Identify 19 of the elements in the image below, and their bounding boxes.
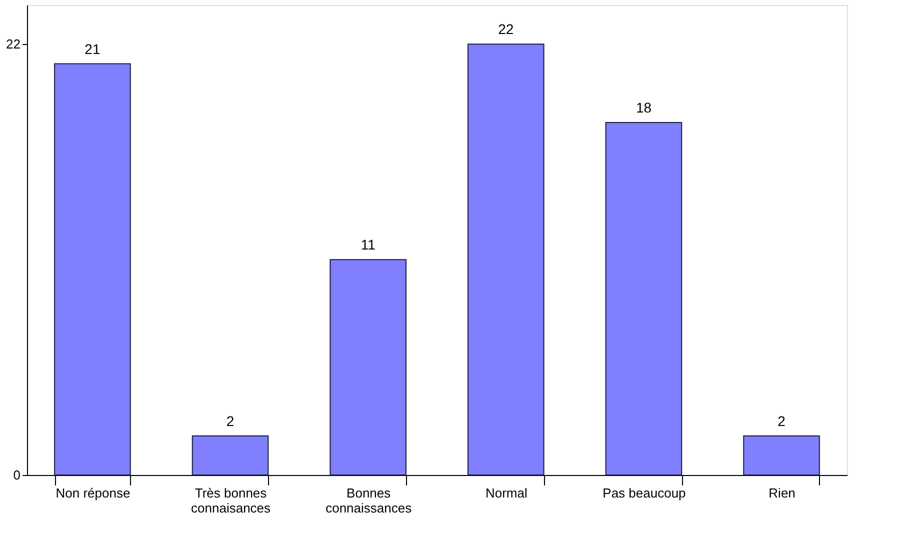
y-tick-label: 0: [13, 468, 20, 482]
data-label: 22: [498, 21, 514, 38]
x-tick-label: Non réponse: [56, 486, 130, 500]
bar: [743, 435, 820, 476]
data-label: 2: [778, 412, 786, 429]
x-tick-label: Rien: [768, 486, 796, 500]
x-tick-label: Pas beaucoup: [602, 486, 686, 500]
x-tick-label: Bonnes connaissances: [326, 486, 412, 516]
bar: [192, 435, 269, 476]
x-tick-label: Très bonnes connaisances: [191, 486, 272, 516]
data-label: 21: [84, 40, 100, 57]
data-label: 18: [636, 100, 652, 116]
x-tick-label: Normal: [485, 486, 528, 500]
bar: [605, 122, 682, 476]
data-label: 11: [360, 236, 376, 253]
bar: [468, 44, 544, 476]
data-label: 2: [226, 412, 234, 429]
bar: [54, 63, 131, 476]
bar: [330, 259, 406, 476]
